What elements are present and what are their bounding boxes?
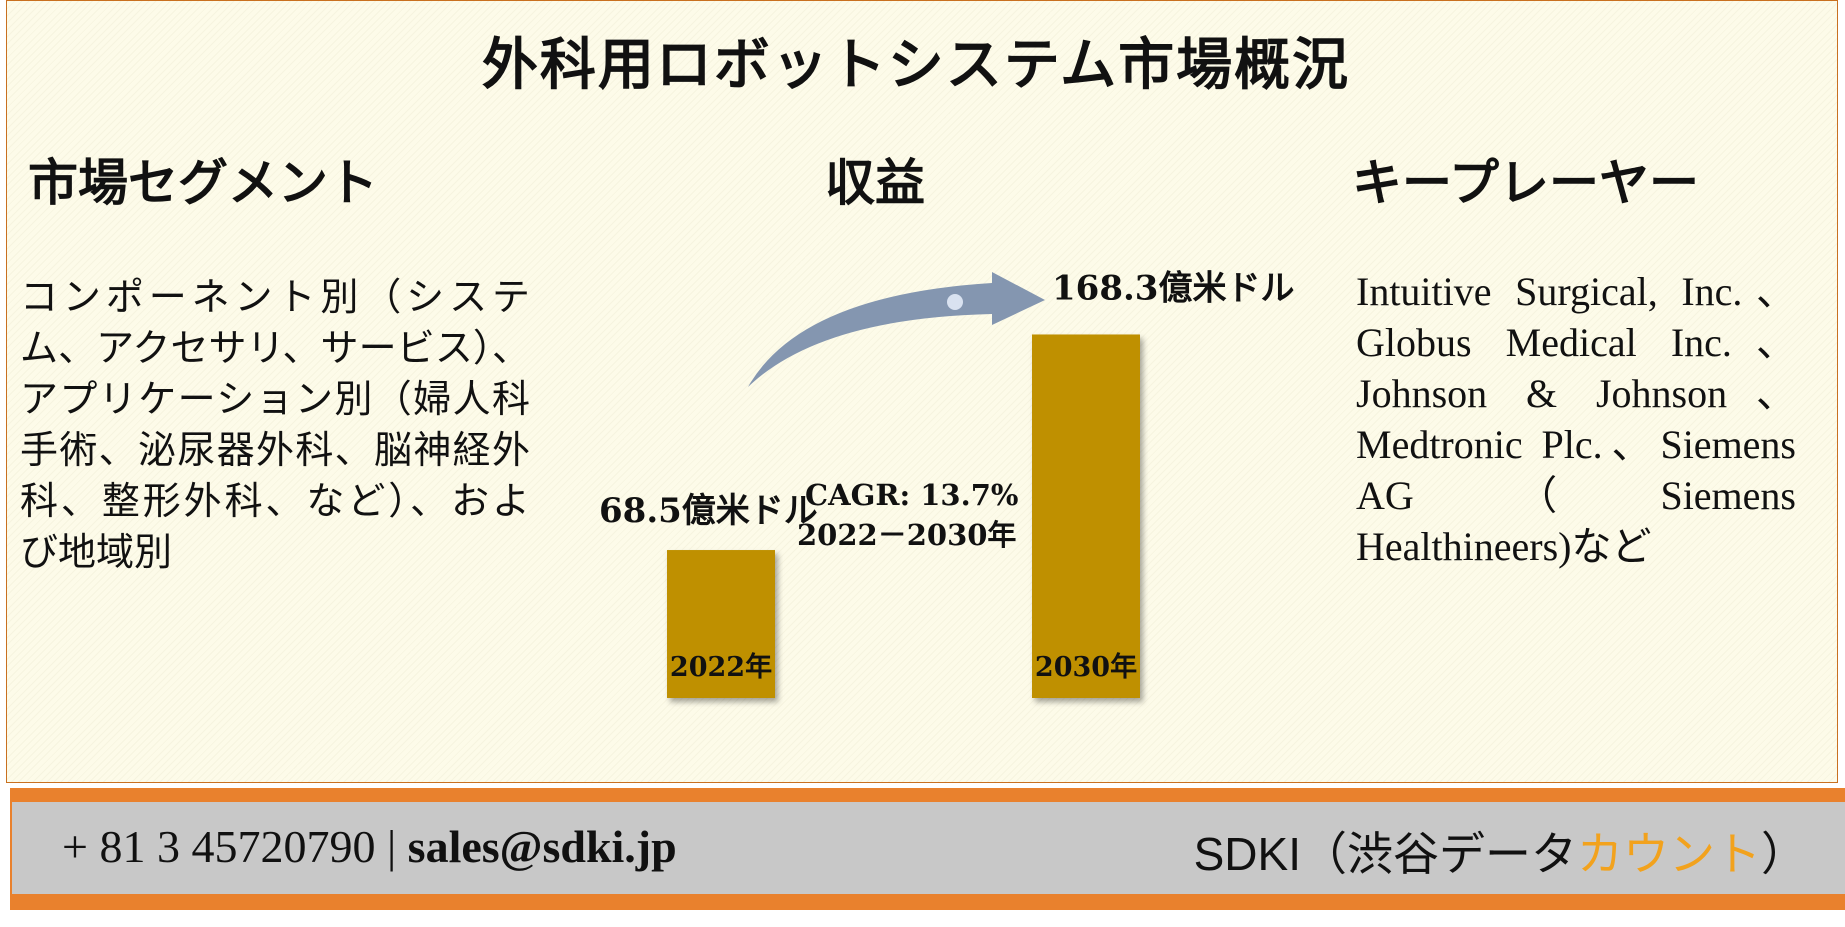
cagr-period-label: 2022－2030年 xyxy=(797,518,1016,552)
email-address: sales@sdki.jp xyxy=(407,821,677,872)
contact-info: + 81 3 45720790 | sales@sdki.jp xyxy=(62,820,677,873)
footer-stripe-bottom xyxy=(10,894,1845,910)
phone-number: + 81 3 45720790 xyxy=(62,821,376,872)
brand-prefix: SDKI（渋谷データ xyxy=(1193,828,1577,880)
brand-suffix: ） xyxy=(1761,828,1807,880)
overview-panel xyxy=(6,0,1838,783)
footer-bar xyxy=(10,802,1845,894)
value-label-1: 168.3億米ドル xyxy=(1052,268,1294,308)
brand-name: SDKI（渋谷データカウント） xyxy=(1194,818,1807,884)
segments-heading: 市場セグメント xyxy=(28,153,378,212)
cagr-label: CAGR: 13.7% xyxy=(805,478,1018,512)
growth-arrow xyxy=(748,272,1045,387)
footer-stripe-top xyxy=(10,788,1845,802)
revenue-heading: 収益 xyxy=(825,153,925,212)
arrow-highlight-dot xyxy=(947,294,963,310)
contact-separator: | xyxy=(386,821,397,872)
bar-2030年 xyxy=(1032,334,1140,698)
key-players-text: Intuitive Surgical, Inc.、Globus Medical … xyxy=(1356,269,1796,569)
category-label-0: 2022年 xyxy=(670,651,772,683)
key-players-heading: キープレーヤー xyxy=(1352,153,1699,212)
brand-accent: カウント xyxy=(1577,828,1761,880)
segments-text: コンポーネント別（システム、アクセサリ、サービス）、アプリケーション別（婦人科手… xyxy=(20,275,530,574)
bar-2022年 xyxy=(667,550,775,698)
category-label-1: 2030年 xyxy=(1035,651,1137,683)
page-title: 外科用ロボットシステム市場概況 xyxy=(481,32,1351,98)
value-label-0: 68.5億米ドル xyxy=(599,491,818,531)
